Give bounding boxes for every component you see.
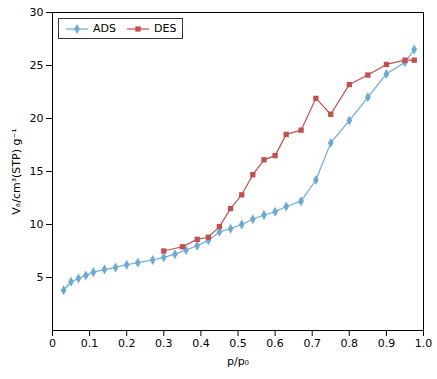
svg-text:0.3: 0.3 bbox=[155, 337, 173, 350]
svg-text:30: 30 bbox=[30, 6, 44, 19]
svg-text:0: 0 bbox=[49, 337, 56, 350]
svg-text:1.0: 1.0 bbox=[415, 337, 433, 350]
svg-text:0.1: 0.1 bbox=[81, 337, 99, 350]
svg-text:0.8: 0.8 bbox=[341, 337, 359, 350]
svg-text:0.7: 0.7 bbox=[303, 337, 321, 350]
html-text:ADS: ADS bbox=[93, 22, 116, 35]
svg-text:15: 15 bbox=[30, 165, 44, 178]
svg-text:10: 10 bbox=[30, 218, 44, 231]
svg-text:0.2: 0.2 bbox=[118, 337, 136, 350]
html-text:DES: DES bbox=[154, 22, 177, 35]
svg-text:5: 5 bbox=[37, 271, 44, 284]
svg-text:p/p₀: p/p₀ bbox=[227, 355, 250, 368]
svg-text:25: 25 bbox=[30, 59, 44, 72]
svg-text:Vₐ/cm³(STP) g⁻¹: Vₐ/cm³(STP) g⁻¹ bbox=[10, 128, 23, 214]
svg-text:0.4: 0.4 bbox=[192, 337, 210, 350]
svg-text:0.6: 0.6 bbox=[266, 337, 284, 350]
svg-text:0.9: 0.9 bbox=[378, 337, 396, 350]
svg-text:0.5: 0.5 bbox=[229, 337, 247, 350]
svg-text:20: 20 bbox=[30, 112, 44, 125]
